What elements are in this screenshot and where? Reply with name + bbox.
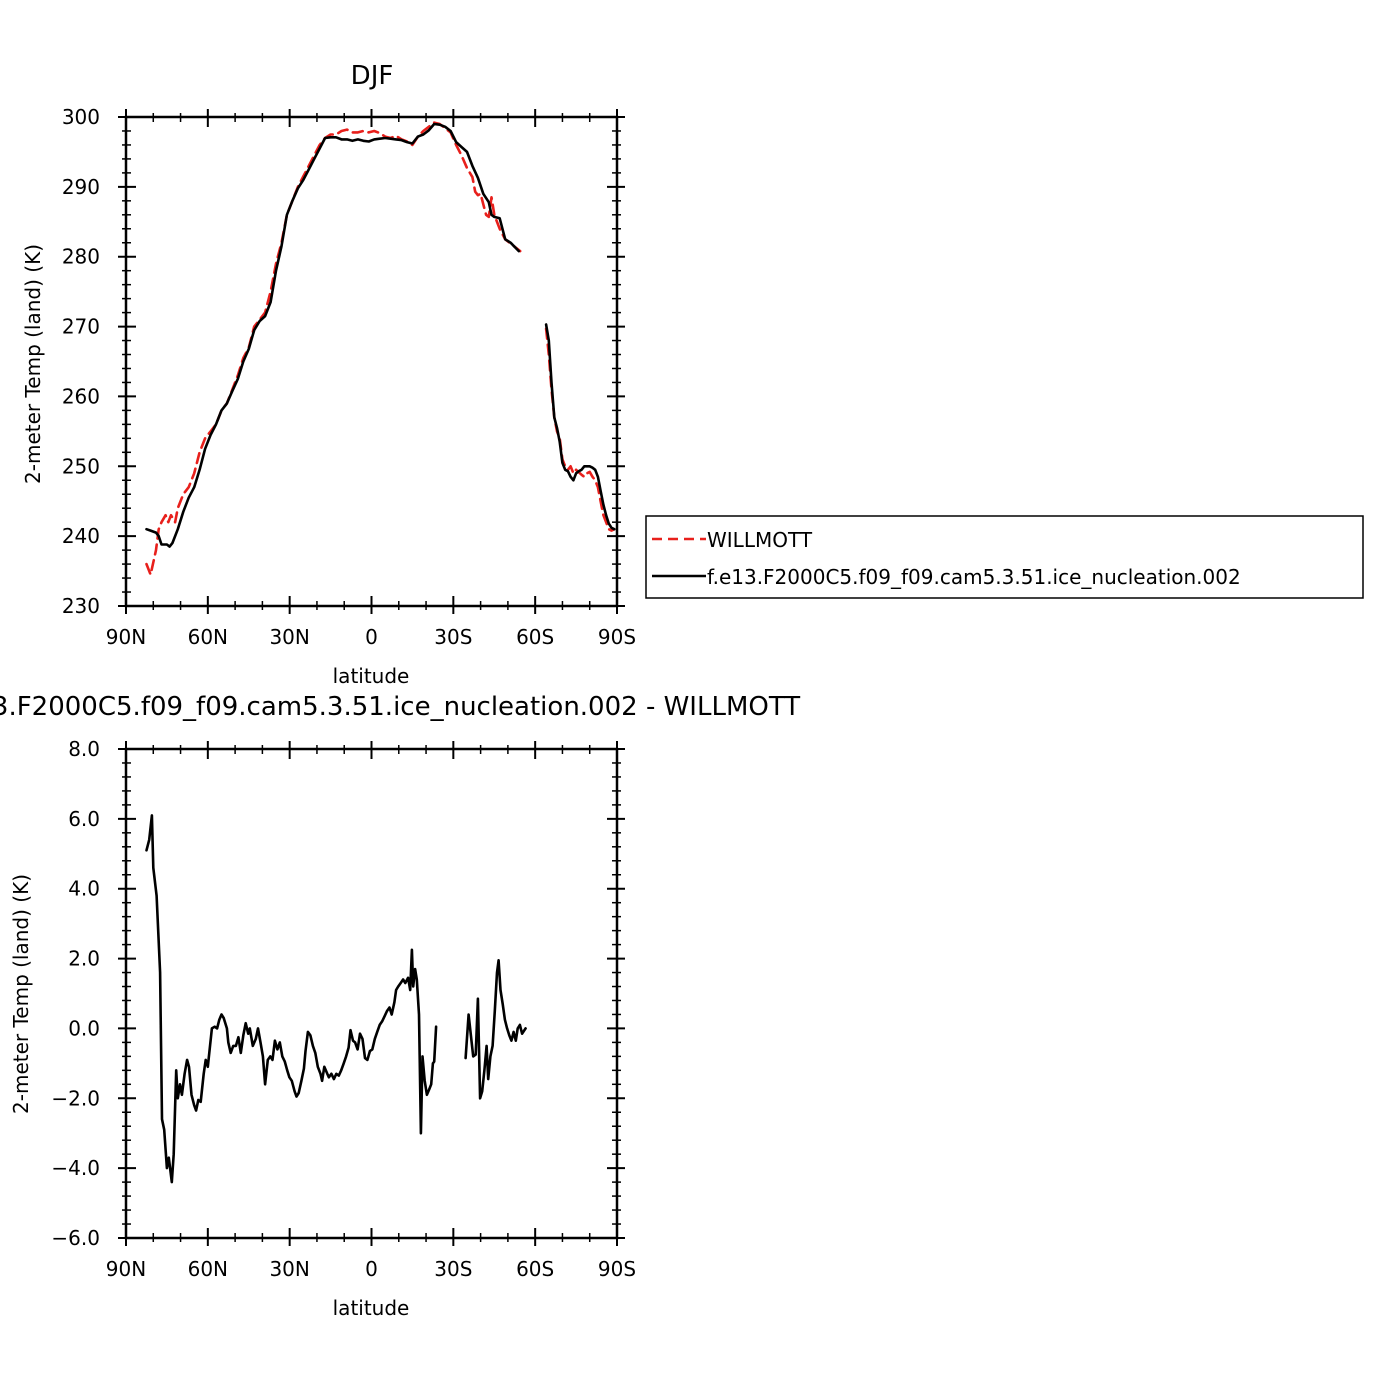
panel-bottom: f.e13.F2000C5.f09_f09.cam5.3.51.ice_nucl… bbox=[0, 692, 800, 1320]
plot-frame bbox=[124, 115, 619, 608]
plot-lines bbox=[145, 121, 616, 576]
x-tick-label: 90S bbox=[598, 625, 636, 649]
legend-box bbox=[645, 515, 1364, 599]
x-tick-label: 30N bbox=[269, 1257, 309, 1281]
y-tick-label: 280 bbox=[62, 245, 100, 269]
legend: WILLMOTT f.e13.F2000C5.f09_f09.cam5.3.51… bbox=[645, 515, 1364, 599]
y-axis-label: 2-meter Temp (land) (K) bbox=[9, 874, 33, 1114]
y-tick-label: 0.0 bbox=[68, 1016, 100, 1040]
x-tick-label: 60N bbox=[188, 625, 228, 649]
chart-title: f.e13.F2000C5.f09_f09.cam5.3.51.ice_nucl… bbox=[0, 692, 800, 722]
x-tick-label: 90S bbox=[598, 1257, 636, 1281]
chart-title: DJF bbox=[351, 61, 394, 91]
x-tick-label: 60N bbox=[188, 1257, 228, 1281]
y-tick-label: 260 bbox=[62, 384, 100, 408]
x-tick-label: 30S bbox=[434, 625, 472, 649]
series-line-model-segment-1 bbox=[145, 814, 438, 1184]
x-axis-label: latitude bbox=[333, 664, 410, 688]
x-ticks: 90N 60N 30N 0 30S 60S 90S bbox=[106, 109, 636, 649]
y-tick-label: 270 bbox=[62, 315, 100, 339]
x-tick-label: 30S bbox=[434, 1257, 472, 1281]
x-tick-label: 30N bbox=[269, 625, 309, 649]
panel-top: DJF 90N 60N 30N 0 30S 60S 90S 2302402502602702… bbox=[21, 61, 636, 688]
y-tick-label: 8.0 bbox=[68, 737, 100, 761]
x-tick-label: 60S bbox=[516, 625, 554, 649]
y-tick-label: 290 bbox=[62, 175, 100, 199]
x-tick-label: 0 bbox=[365, 1257, 378, 1281]
y-tick-label: 240 bbox=[62, 524, 100, 548]
x-ticks: 90N 60N 30N 0 30S 60S 90S bbox=[106, 741, 636, 1281]
legend-label-model: f.e13.F2000C5.f09_f09.cam5.3.51.ice_nucl… bbox=[707, 565, 1241, 589]
y-tick-label: 300 bbox=[62, 105, 100, 129]
x-tick-label: 90N bbox=[106, 1257, 146, 1281]
x-tick-label: 0 bbox=[365, 625, 378, 649]
series-line-model-segment-1 bbox=[145, 122, 521, 548]
y-axis-label: 2-meter Temp (land) (K) bbox=[21, 244, 45, 484]
series-line-model-segment-2 bbox=[464, 959, 527, 1100]
plot-lines bbox=[145, 814, 527, 1184]
y-tick-label: 250 bbox=[62, 454, 100, 478]
y-tick-label: 6.0 bbox=[68, 807, 100, 831]
y-tick-label: −4.0 bbox=[51, 1156, 100, 1180]
y-tick-label: 2.0 bbox=[68, 947, 100, 971]
y-tick-label: −2.0 bbox=[51, 1086, 100, 1110]
legend-label-willmott: WILLMOTT bbox=[707, 528, 813, 552]
y-ticks: −6.0 −4.0 −2.0 0.0 2.0 4.0 6.0 8.0 bbox=[51, 737, 625, 1250]
y-tick-label: 230 bbox=[62, 594, 100, 618]
x-tick-label: 90N bbox=[106, 625, 146, 649]
y-ticks: 230 240 250 260 270 280 290 300 bbox=[62, 105, 625, 618]
series-line-model-segment-2 bbox=[544, 323, 616, 531]
x-tick-label: 60S bbox=[516, 1257, 554, 1281]
x-axis-label: latitude bbox=[333, 1296, 410, 1320]
y-tick-label: 4.0 bbox=[68, 877, 100, 901]
y-tick-label: −6.0 bbox=[51, 1226, 100, 1250]
series-line-willmott-segment-1 bbox=[145, 121, 522, 576]
plot-frame bbox=[124, 747, 619, 1240]
